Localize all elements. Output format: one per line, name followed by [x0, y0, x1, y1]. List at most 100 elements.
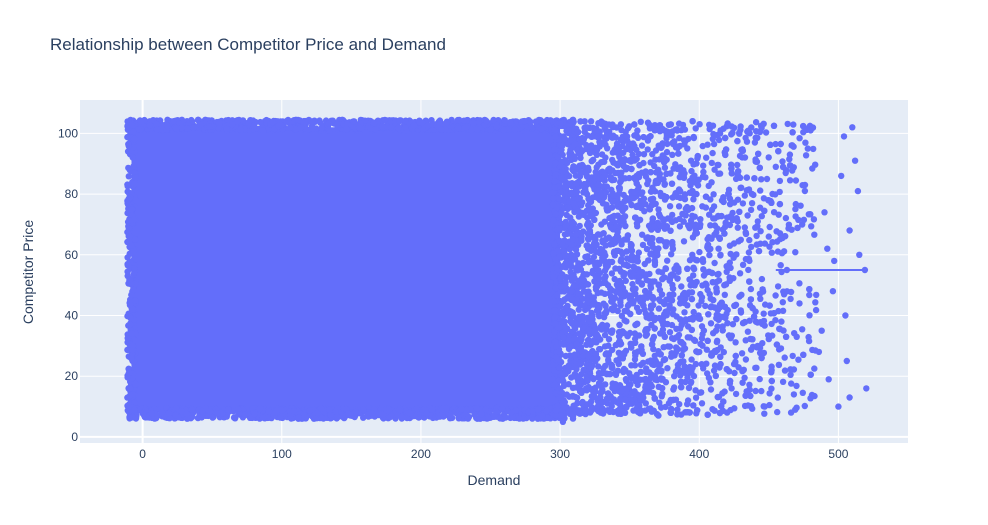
- data-point: [616, 406, 623, 413]
- data-point: [564, 261, 572, 268]
- data-point: [664, 365, 671, 372]
- data-point: [694, 407, 701, 414]
- data-point: [565, 230, 572, 237]
- data-point: [594, 259, 601, 266]
- data-point: [717, 353, 724, 360]
- data-point: [345, 410, 352, 417]
- data-point: [792, 177, 800, 184]
- data-point: [732, 352, 739, 360]
- data-point: [602, 242, 609, 249]
- data-point: [572, 300, 579, 307]
- data-point: [608, 361, 615, 369]
- data-point: [690, 336, 698, 343]
- data-point: [534, 415, 541, 422]
- data-point: [544, 120, 551, 127]
- data-point: [741, 192, 748, 199]
- data-point: [622, 396, 629, 403]
- data-point: [694, 152, 701, 160]
- data-point: [629, 280, 636, 288]
- data-point: [651, 352, 658, 359]
- data-point: [698, 335, 706, 342]
- data-point: [689, 174, 696, 181]
- data-point: [670, 291, 677, 298]
- data-point: [132, 381, 139, 388]
- data-point: [646, 121, 653, 129]
- data-point: [124, 133, 131, 141]
- data-point: [735, 168, 742, 175]
- data-point: [591, 216, 598, 223]
- data-point: [504, 408, 511, 415]
- data-point: [594, 133, 601, 141]
- data-point: [638, 190, 645, 197]
- data-point: [775, 211, 782, 218]
- data-point: [750, 313, 758, 320]
- data-point: [619, 355, 626, 362]
- data-point: [563, 391, 570, 398]
- data-point: [131, 399, 138, 406]
- data-point: [743, 174, 750, 181]
- data-point: [676, 401, 683, 408]
- data-point: [711, 259, 718, 267]
- data-point: [709, 135, 716, 143]
- data-point: [206, 408, 214, 415]
- data-point: [655, 206, 662, 213]
- data-point: [593, 307, 601, 314]
- data-point: [685, 384, 693, 392]
- data-point: [785, 221, 793, 228]
- data-point: [688, 167, 695, 175]
- data-point: [576, 359, 583, 366]
- data-point: [681, 369, 688, 376]
- data-point: [603, 370, 610, 378]
- data-point: [705, 182, 712, 190]
- data-point: [716, 409, 724, 417]
- data-point: [593, 171, 600, 179]
- data-point: [251, 410, 258, 418]
- data-point: [685, 289, 693, 296]
- data-point: [130, 247, 137, 254]
- data-point: [779, 299, 786, 306]
- data-point: [552, 284, 559, 292]
- data-point: [551, 314, 559, 321]
- data-point: [464, 415, 472, 422]
- data-point: [660, 344, 667, 351]
- data-point: [799, 326, 806, 333]
- data-point: [562, 252, 569, 259]
- data-point: [690, 264, 697, 271]
- data-point: [658, 393, 665, 400]
- data-point: [584, 297, 591, 305]
- data-point: [628, 201, 635, 209]
- data-point: [583, 271, 591, 278]
- data-point: [758, 354, 765, 362]
- data-point: [132, 196, 139, 203]
- data-point: [795, 356, 802, 363]
- data-point: [583, 124, 590, 131]
- data-point: [561, 237, 568, 244]
- data-point: [567, 148, 574, 155]
- data-point: [640, 133, 647, 141]
- data-point: [628, 241, 635, 249]
- data-point: [724, 306, 731, 314]
- data-point: [733, 215, 740, 222]
- data-point: [690, 161, 697, 168]
- data-point: [699, 142, 706, 150]
- data-point: [789, 129, 796, 136]
- data-point: [387, 124, 395, 131]
- data-point: [352, 408, 359, 416]
- data-point: [584, 377, 591, 385]
- data-point: [667, 170, 674, 177]
- data-point: [741, 154, 749, 161]
- data-point: [594, 289, 601, 297]
- data-point: [598, 221, 605, 228]
- data-point: [680, 238, 688, 245]
- data-point: [702, 302, 709, 310]
- data-point: [645, 222, 653, 229]
- data-point: [644, 146, 651, 153]
- data-point: [620, 162, 627, 170]
- data-point: [297, 124, 305, 131]
- data-point: [478, 411, 485, 418]
- data-point: [621, 205, 628, 212]
- data-point: [125, 408, 133, 415]
- data-point: [703, 281, 710, 289]
- data-point: [744, 128, 751, 135]
- data-point: [732, 390, 740, 398]
